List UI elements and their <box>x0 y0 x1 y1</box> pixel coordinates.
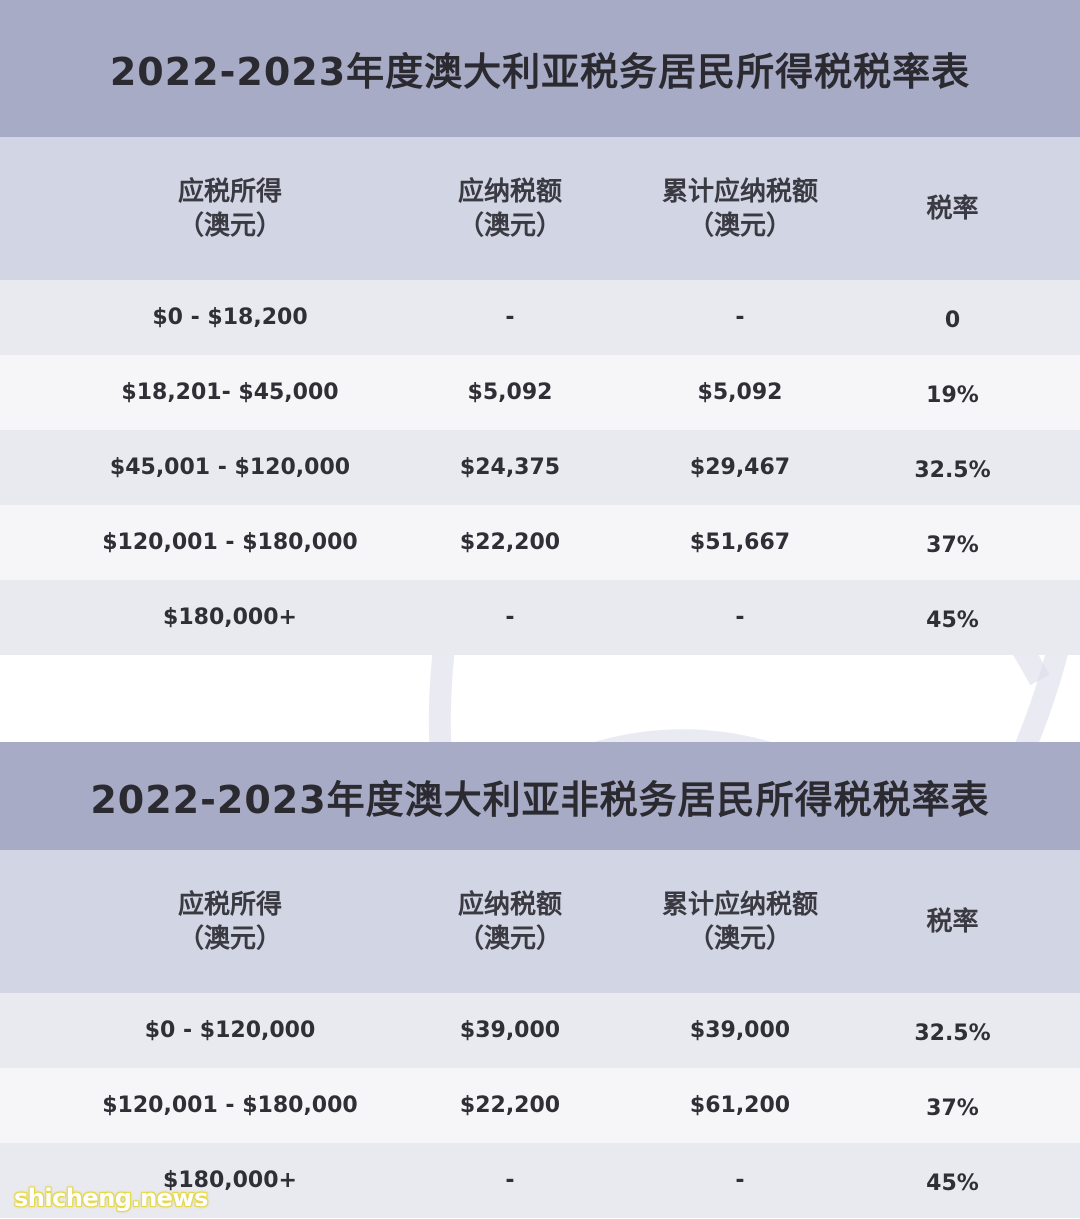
rate-cell: 32.5% <box>914 458 991 483</box>
tax-cell: $22,200 <box>459 530 561 555</box>
header-unit: （澳元） <box>687 210 792 241</box>
tax-cell: - <box>505 605 515 630</box>
resident-table-title: 2022-2023年度澳大利亚税务居民所得税税率表 <box>0 0 1080 137</box>
income-cell: $180,000+ <box>163 605 297 630</box>
header-unit: （澳元） <box>687 923 792 954</box>
non-resident-table-title: 2022-2023年度澳大利亚非税务居民所得税税率表 <box>0 742 1080 850</box>
header-line: 税率 <box>926 193 979 224</box>
income-cell: $0 - $18,200 <box>152 305 308 330</box>
header-unit: （澳元） <box>177 210 282 241</box>
cumulative-cell: - <box>735 1168 745 1193</box>
header-taxable-income: 应税所得 （澳元） <box>60 850 400 993</box>
header-line: 累计应纳税额 <box>661 889 818 920</box>
header-cumulative-tax: 累计应纳税额 （澳元） <box>620 850 860 993</box>
non-resident-tax-table: 2022-2023年度澳大利亚非税务居民所得税税率表 应税所得 （澳元） 应纳税… <box>0 742 1080 1218</box>
rate-cell: 37% <box>926 1096 979 1121</box>
header-cumulative-tax: 累计应纳税额 （澳元） <box>620 137 860 280</box>
tax-cell: - <box>505 1168 515 1193</box>
header-unit: （澳元） <box>457 923 562 954</box>
header-tax-rate: 税率 <box>860 137 1045 280</box>
income-cell: $0 - $120,000 <box>144 1018 316 1043</box>
tax-cell: $39,000 <box>459 1018 561 1043</box>
tax-cell: - <box>505 305 515 330</box>
header-line: 应税所得 <box>177 889 282 920</box>
cumulative-cell: $29,467 <box>689 455 791 480</box>
cumulative-cell: $39,000 <box>689 1018 791 1043</box>
table-row: $180,000+ - - 45% <box>0 580 1080 655</box>
header-line: 税率 <box>926 906 979 937</box>
table-row: $0 - $120,000 $39,000 $39,000 32.5% <box>0 993 1080 1068</box>
rate-cell: 0 <box>944 308 961 333</box>
rate-cell: 45% <box>926 608 979 633</box>
table-row: $0 - $18,200 - - 0 <box>0 280 1080 355</box>
cumulative-cell: - <box>735 605 745 630</box>
header-line: 应纳税额 <box>457 176 562 207</box>
cumulative-cell: - <box>735 305 745 330</box>
table-row: $45,001 - $120,000 $24,375 $29,467 32.5% <box>0 430 1080 505</box>
non-resident-header-row: 应税所得 （澳元） 应纳税额 （澳元） 累计应纳税额 （澳元） 税率 <box>0 850 1080 993</box>
rate-cell: 37% <box>926 533 979 558</box>
header-tax-rate: 税率 <box>860 850 1045 993</box>
rate-cell: 32.5% <box>914 1021 991 1046</box>
resident-header-row: 应税所得 （澳元） 应纳税额 （澳元） 累计应纳税额 （澳元） 税率 <box>0 137 1080 280</box>
header-tax-payable: 应纳税额 （澳元） <box>400 137 620 280</box>
cumulative-cell: $5,092 <box>697 380 783 405</box>
income-cell: $45,001 - $120,000 <box>109 455 351 480</box>
header-tax-payable: 应纳税额 （澳元） <box>400 850 620 993</box>
resident-tax-table: 2022-2023年度澳大利亚税务居民所得税税率表 应税所得 （澳元） 应纳税额… <box>0 0 1080 655</box>
header-line: 应纳税额 <box>457 889 562 920</box>
tax-cell: $24,375 <box>459 455 561 480</box>
table-row: $120,001 - $180,000 $22,200 $61,200 37% <box>0 1068 1080 1143</box>
tax-cell: $5,092 <box>467 380 553 405</box>
tax-cell: $22,200 <box>459 1093 561 1118</box>
income-cell: $18,201- $45,000 <box>121 380 339 405</box>
income-cell: $120,001 - $180,000 <box>102 1093 358 1118</box>
header-line: 应税所得 <box>177 176 282 207</box>
table-row: $120,001 - $180,000 $22,200 $51,667 37% <box>0 505 1080 580</box>
income-cell: $180,000+ <box>163 1168 297 1193</box>
header-unit: （澳元） <box>177 923 282 954</box>
header-taxable-income: 应税所得 （澳元） <box>60 137 400 280</box>
rate-cell: 19% <box>926 383 979 408</box>
table-row: $18,201- $45,000 $5,092 $5,092 19% <box>0 355 1080 430</box>
income-cell: $120,001 - $180,000 <box>102 530 358 555</box>
cumulative-cell: $61,200 <box>689 1093 791 1118</box>
cumulative-cell: $51,667 <box>689 530 791 555</box>
table-row: $180,000+ - - 45% <box>0 1143 1080 1218</box>
header-unit: （澳元） <box>457 210 562 241</box>
site-watermark: shicheng.news <box>14 1184 208 1212</box>
header-line: 累计应纳税额 <box>661 176 818 207</box>
rate-cell: 45% <box>926 1171 979 1196</box>
